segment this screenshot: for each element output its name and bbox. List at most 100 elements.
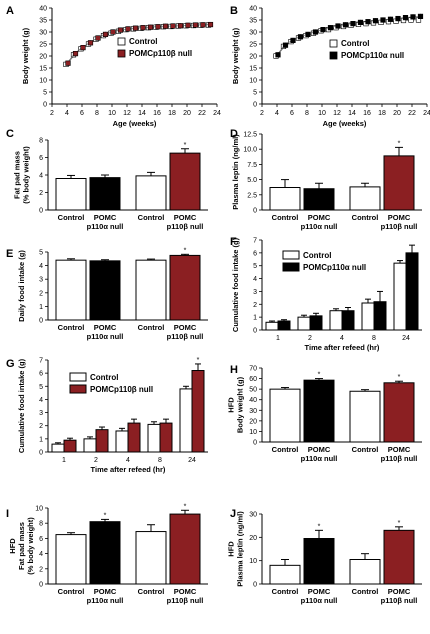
panel-b-y-tick-label: 10 [249,78,257,85]
panel-a-y-tick-label: 30 [39,30,47,37]
panel-i-category-label: Control [138,587,165,596]
panel-h-bar [269,388,301,443]
panel-c-bar [135,175,167,211]
panel-a-x-tick-label: 8 [95,110,99,117]
panel-i-y-axis-label-line: (% body weight) [26,517,35,575]
panel-g-bar [127,422,141,453]
panel-g-y-tick-label: 1 [39,436,43,443]
panel-d-y-tick-label: 7.5 [247,162,257,169]
panel-i-significance-mark: * [104,512,107,519]
panel-i-y-tick-label: 0 [39,582,43,589]
panel-e-bar [89,260,121,321]
panel-h-y-tick-label: 30 [249,408,257,415]
panel-b-x-tick-label: 10 [318,110,326,117]
panel-d-bar [303,188,335,211]
panel-g-y-axis-label-line: Cumulative food intake (g) [17,358,26,453]
panel-i-y-axis-label: HFDFat pad mass(% body weight) [8,517,35,575]
panel-c-category-label: POMC [94,213,117,222]
panel-d-y-tick-label: 0 [253,208,257,215]
panel-c-category-label: POMC [174,213,197,222]
panel-e-category-label: p110α null [87,332,124,341]
panel-b-legend-marker [329,51,338,60]
panel-e-significance-mark: * [184,247,187,254]
panel-f-x-tick-label: 4 [340,335,344,342]
panel-g-bar [83,438,97,453]
panel-a-legend-label: Control [129,37,157,46]
panel-b-data-point [327,25,334,31]
panel-a-x-tick-label: 24 [213,110,221,117]
panel-d-category-label: POMC [308,213,331,222]
panel-h-y-axis-label-line: Body weight (g) [236,376,245,433]
panel-a-data-point [140,25,146,31]
panel-a-data-point [155,24,161,30]
panel-d-category-label: p110α null [301,222,338,231]
panel-c-y-tick-label: 6 [39,155,43,162]
panel-j-y-tick-label: 20 [249,535,257,542]
panel-h-y-tick-label: 50 [249,387,257,394]
panel-e-category-label: POMC [94,323,117,332]
panel-e-y-tick-label: 5 [39,250,43,257]
panel-a-y-tick-label: 5 [43,90,47,97]
panel-a-x-tick-label: 20 [183,110,191,117]
panel-b-x-tick-label: 24 [423,110,430,117]
panel-b-data-point [380,17,386,23]
panel-i-significance-mark: * [184,503,187,510]
panel-c-bar [169,152,201,211]
panel-b-x-tick-label: 8 [305,110,309,117]
panel-h-letter: H [230,364,238,376]
panel-g-legend-label: POMCp110β null [90,385,153,394]
panel-g-x-tick-label: 24 [188,457,196,464]
panel-a-x-tick-label: 6 [80,110,84,117]
panel-h-category-label: p110β null [381,454,418,463]
panel-a-data-point [207,21,214,28]
panel-d-letter: D [230,128,238,140]
panel-h-y-axis-label-line: HFD [227,397,236,413]
panel-f-x-tick-label: 1 [276,335,280,342]
panel-d-y-tick-label: 2.5 [247,192,257,199]
panel-e-bar [55,259,87,321]
panel-f-y-tick-label: 3 [253,289,257,296]
panel-g-x-axis-label: Time after refeed (hr) [91,465,166,474]
panel-f-y-tick-label: 5 [253,263,257,270]
panel-i-category-label: p110α null [87,596,124,605]
panel-d-category-label: POMC [388,213,411,222]
panel-b-y-axis-label-line: Body weight (g) [231,27,240,84]
panel-a-data-point [177,23,184,29]
panel-a-legend-label: POMCp110β null [129,49,192,58]
panel-b-data-point [320,26,326,33]
panel-a-legend-marker [117,37,126,46]
panel-j-y-axis-label-line: Plasma leptin (ng/ml) [236,511,245,587]
panel-a-data-point [200,22,206,28]
panel-e-category-label: Control [138,323,165,332]
panel-a-x-tick-label: 2 [50,110,54,117]
panel-c-category-label: p110α null [87,222,124,231]
panel-e-category-label: Control [58,323,85,332]
panel-g-bar [159,422,173,453]
panel-d-significance-mark: * [398,140,401,147]
panel-d-bar [383,155,415,211]
panel-h-significance-mark: * [318,372,321,379]
panel-h-y-tick-label: 20 [249,418,257,425]
panel-f-y-tick-label: 6 [253,250,257,257]
panel-d-category-label: Control [352,213,379,222]
panel-f-y-tick-label: 1 [253,315,257,322]
panel-h-category-label: Control [352,445,379,454]
panel-f-bar [373,301,387,331]
panel-a-x-tick-label: 4 [65,110,69,117]
panel-f-y-tick-label: 7 [253,238,257,245]
panel-a-x-axis-label: Age (weeks) [113,119,157,128]
panel-g-y-tick-label: 6 [39,371,43,378]
panel-g-letter: G [6,358,15,370]
panel-j-category-label: p110α null [301,596,338,605]
panel-c-bar [55,178,87,211]
panel-h-y-tick-label: 10 [249,429,257,436]
panel-f-legend-label: Control [303,251,331,260]
panel-b-x-tick-label: 14 [348,110,356,117]
panel-a-data-point [132,25,139,31]
panel-a-y-axis-label-line: Body weight (g) [21,27,30,84]
panel-b-data-point [395,15,401,22]
panel-b-data-point [387,16,394,22]
panel-d-y-tick-label: 12.5 [243,132,257,139]
